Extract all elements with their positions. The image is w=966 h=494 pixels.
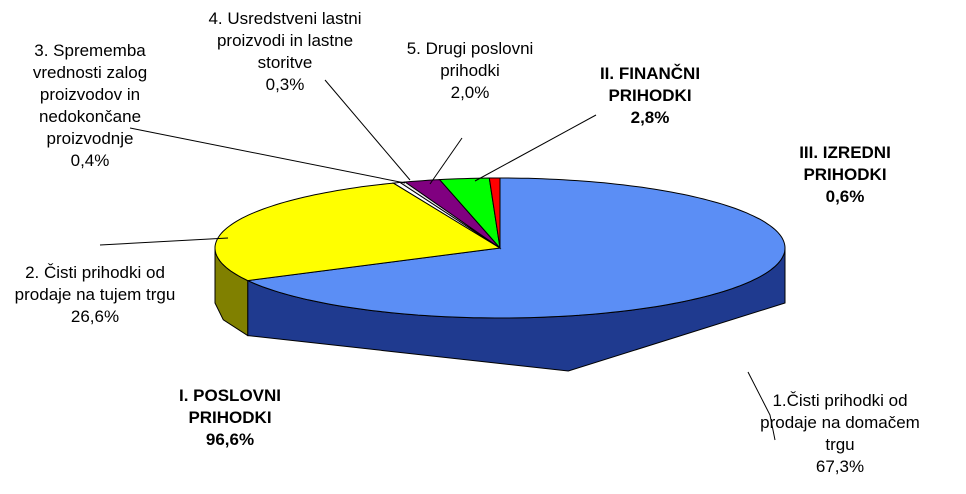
- value-label: 67,3%: [815, 457, 865, 476]
- slice-label: 3. Sprememba vrednosti zalog proizvodov …: [0, 40, 180, 172]
- leader-line: [429, 137, 463, 185]
- slice-label: 4. Usredstveni lastni proizvodi in lastn…: [195, 8, 375, 96]
- slice: [403, 179, 501, 249]
- slice-label: 5. Drugi poslovni prihodki 2,0%: [380, 38, 560, 104]
- leader-line: [99, 237, 229, 246]
- value-label: 26,6%: [70, 307, 120, 326]
- annotation-label: I. POSLOVNI PRIHODKI: [178, 386, 282, 427]
- value-label: 0,4%: [70, 151, 110, 170]
- category-label: 3. Sprememba vrednosti zalog proizvodov …: [32, 41, 148, 148]
- annotation-value: 96,6%: [205, 430, 255, 449]
- value-label: 2,8%: [630, 108, 670, 127]
- value-label: 2,0%: [450, 83, 490, 102]
- category-label: 2. Čisti prihodki od prodaje na tujem tr…: [14, 263, 176, 304]
- leader-line: [129, 127, 406, 184]
- category-label: 5. Drugi poslovni prihodki: [406, 39, 534, 80]
- category-label: III. IZREDNI PRIHODKI: [799, 143, 891, 184]
- slice-label: 1.Čisti prihodki od prodaje na domačem t…: [755, 390, 925, 478]
- slice: [214, 182, 502, 282]
- category-label: 1.Čisti prihodki od prodaje na domačem t…: [760, 391, 920, 454]
- annotation: I. POSLOVNI PRIHODKI 96,6%: [150, 385, 310, 451]
- leader-line: [474, 114, 597, 182]
- slice: [488, 177, 501, 249]
- category-label: II. FINANČNI PRIHODKI: [599, 64, 701, 105]
- value-label: 0,3%: [265, 75, 305, 94]
- value-label: 0,6%: [825, 187, 865, 206]
- slice-label: III. IZREDNI PRIHODKI 0,6%: [780, 142, 910, 208]
- category-label: 4. Usredstveni lastni proizvodi in lastn…: [208, 9, 362, 72]
- slice: [438, 177, 501, 250]
- slice-label: II. FINANČNI PRIHODKI 2,8%: [580, 63, 720, 129]
- slice: [245, 177, 786, 319]
- leader-line: [747, 371, 776, 441]
- slice-label: 2. Čisti prihodki od prodaje na tujem tr…: [0, 262, 190, 328]
- leader-line: [324, 79, 411, 181]
